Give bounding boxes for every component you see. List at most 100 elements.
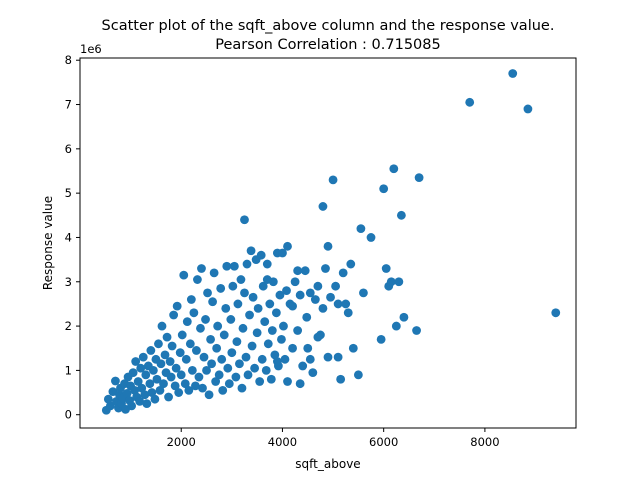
scatter-point (172, 301, 182, 311)
scatter-point (167, 341, 177, 351)
x-axis-label: sqft_above (295, 457, 360, 471)
scatter-point (207, 359, 216, 369)
scatter-point (196, 323, 205, 333)
scatter-point (208, 297, 218, 307)
scatter-point (152, 374, 162, 384)
y-tick-label: 8 (65, 53, 72, 67)
scatter-point (399, 312, 409, 322)
y-tick-label: 1 (65, 363, 72, 377)
scatter-point (150, 394, 160, 404)
scatter-point (376, 334, 386, 344)
scatter-point (164, 392, 173, 402)
scatter-point (194, 372, 204, 382)
scatter-point (111, 376, 120, 386)
scatter-point (523, 104, 533, 114)
scatter-point (162, 332, 172, 342)
scatter-point (176, 370, 186, 380)
scatter-point (131, 357, 141, 366)
scatter-point (218, 385, 228, 395)
scatter-point (193, 275, 202, 284)
scatter-point (310, 295, 320, 304)
scatter-point (240, 215, 249, 225)
scatter-point (157, 321, 167, 331)
scatter-point (201, 315, 210, 324)
x-axis-ticks: 2000 4000 6000 8000 (167, 428, 500, 449)
scatter-point (356, 224, 366, 234)
scatter-point (187, 366, 197, 375)
scatter-point (141, 370, 151, 380)
chart-subtitle: Pearson Correlation : 0.715085 (215, 37, 440, 53)
scatter-point (238, 323, 248, 333)
scatter-point (181, 354, 191, 364)
x-tick-label: 6000 (369, 435, 398, 449)
scatter-point (262, 259, 272, 269)
scatter-point (323, 352, 333, 362)
y-axis-offset-label: 1e6 (80, 42, 102, 56)
scatter-point (184, 385, 194, 395)
scatter-point (170, 381, 180, 391)
scatter-point (242, 259, 252, 269)
scatter-point (174, 388, 184, 397)
scatter-points (101, 69, 561, 415)
scatter-point (394, 277, 404, 287)
scatter-point (248, 292, 258, 302)
scatter-point (277, 334, 286, 344)
scatter-point (379, 184, 389, 194)
scatter-point (263, 339, 273, 349)
scatter-point (328, 175, 338, 185)
scatter-point (148, 366, 158, 375)
plot-area-frame (79, 57, 577, 429)
scatter-point (381, 264, 391, 273)
scatter-point (137, 383, 147, 393)
scatter-point (271, 308, 281, 318)
scatter-point (288, 301, 297, 311)
scatter-point (241, 352, 251, 362)
scatter-point (192, 346, 201, 355)
scatter-point (295, 379, 305, 389)
scatter-point (135, 397, 145, 406)
scatter-point (295, 290, 305, 300)
scatter-point (279, 321, 288, 331)
scatter-point (366, 233, 376, 242)
scatter-point (229, 261, 239, 271)
scatter-point (275, 290, 285, 300)
scatter-point (266, 374, 276, 384)
y-tick-label: 7 (65, 98, 72, 112)
scatter-point (206, 334, 215, 344)
scatter-point (341, 299, 351, 309)
scatter-point (391, 321, 401, 331)
scatter-point (236, 275, 246, 284)
scatter-point (243, 370, 253, 380)
scatter-point (258, 281, 268, 291)
y-axis-ticks: 0 1 2 3 4 5 6 7 8 (65, 53, 80, 422)
scatter-point (338, 268, 348, 278)
scatter-point (240, 288, 249, 298)
scatter-point (272, 357, 282, 366)
scatter-point (219, 330, 229, 340)
scatter-point (305, 288, 315, 298)
scatter-point (235, 359, 244, 369)
scatter-point (231, 372, 241, 382)
scatter-point (300, 266, 310, 276)
scatter-point (199, 352, 209, 362)
scatter-point (136, 363, 146, 373)
scatter-point (154, 339, 163, 349)
y-tick-label: 4 (65, 230, 72, 244)
scatter-point (145, 379, 155, 389)
scatter-point (343, 308, 353, 318)
scatter-point (133, 377, 143, 386)
scatter-point (321, 264, 330, 273)
scatter-point (122, 389, 132, 398)
scatter-point (303, 343, 313, 353)
scatter-point (333, 352, 343, 362)
scatter-point (175, 348, 185, 358)
y-tick-label: 6 (65, 142, 72, 156)
scatter-point (305, 354, 315, 364)
scatter-point (257, 354, 267, 364)
scatter-point (333, 299, 343, 309)
scatter-point (198, 383, 207, 393)
y-tick-label: 3 (65, 275, 72, 289)
scatter-point (267, 326, 277, 335)
scatter-point (213, 321, 223, 331)
scatter-point (348, 343, 358, 353)
